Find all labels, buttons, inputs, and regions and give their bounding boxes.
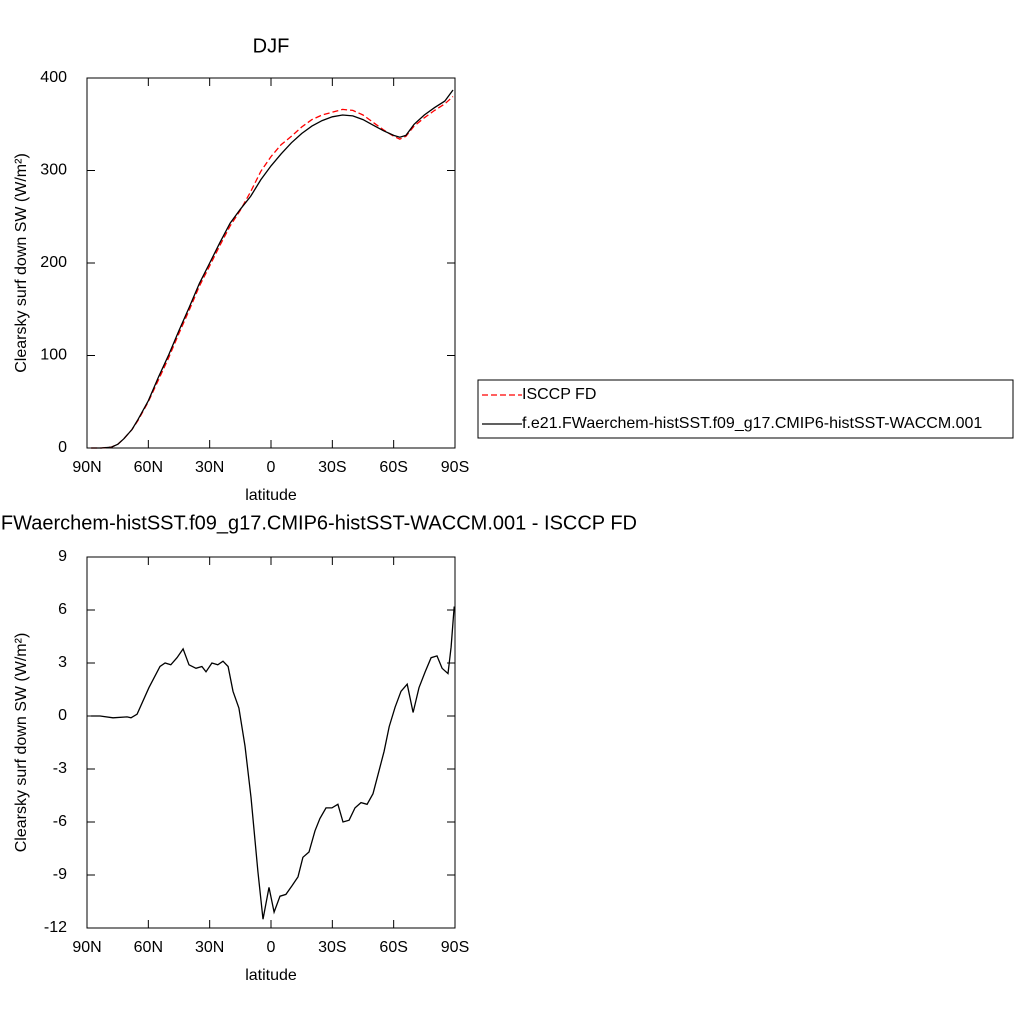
x-tick-label: 30S — [318, 459, 346, 476]
x-tick-label: 0 — [267, 939, 276, 956]
x-tick-label: 0 — [267, 459, 276, 476]
chart-title: DJF — [253, 35, 290, 57]
legend-box — [477, 379, 1014, 439]
y-tick-label: 400 — [40, 69, 67, 86]
x-tick-label: 90S — [441, 459, 469, 476]
y-tick-label: -12 — [44, 919, 67, 936]
x-tick-label: 30N — [195, 939, 224, 956]
y-tick-label: 200 — [40, 254, 67, 271]
data-line — [91, 89, 454, 449]
x-axis-label: latitude — [245, 487, 297, 504]
data-line — [91, 606, 455, 920]
y-tick-label: 6 — [58, 601, 67, 618]
y-tick-label: -3 — [53, 760, 67, 777]
legend-label: ISCCP FD — [522, 386, 596, 403]
x-tick-label: 60N — [134, 459, 163, 476]
x-tick-label: 60N — [134, 939, 163, 956]
plot-frame — [86, 556, 456, 929]
y-tick-label: 100 — [40, 347, 67, 364]
data-line — [91, 96, 454, 449]
y-tick-label: 0 — [58, 439, 67, 456]
y-tick-label: 3 — [58, 654, 67, 671]
legend-label: f.e21.FWaerchem-histSST.f09_g17.CMIP6-hi… — [522, 415, 982, 432]
y-tick-label: 300 — [40, 162, 67, 179]
y-axis-label: Clearsky surf down SW (W/m²) — [13, 633, 30, 853]
x-tick-label: 90N — [72, 939, 101, 956]
x-tick-label: 90N — [72, 459, 101, 476]
x-tick-label: 60S — [379, 459, 407, 476]
x-tick-label: 30N — [195, 459, 224, 476]
plot-frame — [86, 77, 456, 449]
y-tick-label: -6 — [53, 813, 67, 830]
x-tick-label: 90S — [441, 939, 469, 956]
y-tick-label: -9 — [53, 866, 67, 883]
y-tick-label: 0 — [58, 707, 67, 724]
x-axis-label: latitude — [245, 967, 297, 984]
y-axis-label: Clearsky surf down SW (W/m²) — [13, 153, 30, 373]
y-tick-label: 9 — [58, 548, 67, 565]
x-tick-label: 30S — [318, 939, 346, 956]
x-tick-label: 60S — [379, 939, 407, 956]
chart-title: f.e21.FWaerchem-histSST.f09_g17.CMIP6-hi… — [0, 512, 637, 534]
